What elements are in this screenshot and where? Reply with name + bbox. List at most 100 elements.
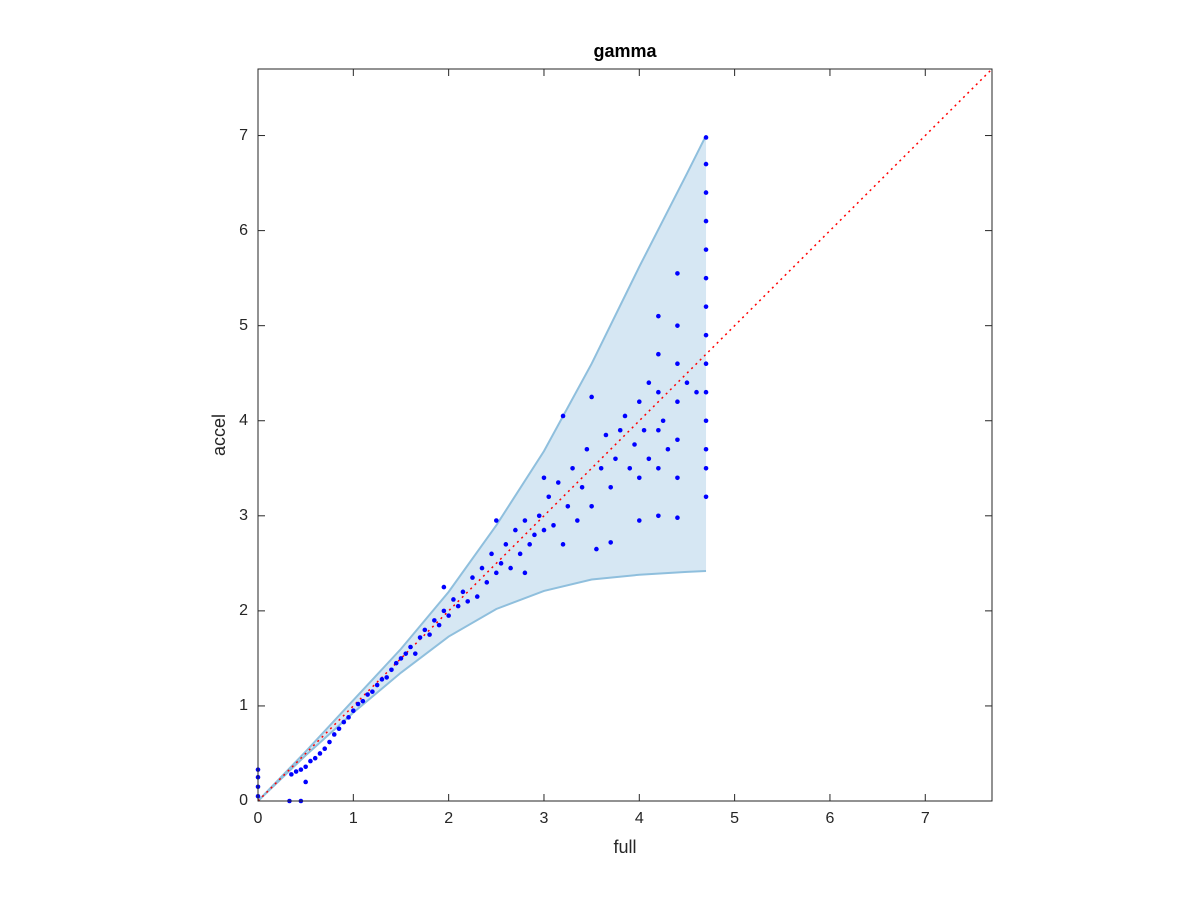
point [589, 394, 594, 400]
point [370, 689, 375, 694]
band-area [258, 135, 707, 801]
x-tick-label: 5 [730, 810, 739, 827]
point [594, 546, 599, 552]
point [675, 323, 680, 328]
chart-title: gamma [593, 41, 657, 61]
point [489, 551, 494, 557]
point [351, 708, 356, 713]
point [636, 399, 642, 405]
point [408, 644, 413, 650]
point [341, 719, 347, 725]
point [346, 715, 351, 720]
point [455, 603, 461, 609]
point [703, 190, 709, 195]
point [503, 542, 509, 547]
point [522, 518, 528, 523]
point [560, 542, 566, 547]
point [703, 304, 709, 309]
point [555, 480, 561, 485]
point [622, 413, 628, 419]
point [641, 427, 647, 433]
point [694, 389, 699, 395]
point [703, 446, 709, 452]
point [636, 518, 642, 523]
point [398, 656, 404, 661]
x-axis-label: full [613, 837, 636, 857]
point [317, 751, 323, 756]
point [303, 764, 308, 770]
point [441, 608, 447, 614]
point [703, 247, 709, 252]
point [646, 380, 652, 386]
point [436, 622, 442, 628]
point [703, 494, 709, 500]
point [575, 518, 580, 523]
band-lower [257, 569, 707, 802]
point [484, 580, 490, 585]
point [384, 675, 389, 680]
y-tick-label: 7 [239, 127, 248, 144]
point [546, 494, 552, 500]
x-tick-label: 6 [825, 810, 834, 827]
point [675, 361, 680, 367]
point [565, 503, 571, 509]
point [427, 632, 432, 637]
point [632, 442, 637, 447]
point [613, 456, 618, 462]
point [465, 599, 471, 604]
point [432, 618, 437, 623]
point [703, 465, 709, 471]
y-tick-label: 5 [239, 317, 248, 334]
x-tick-label: 4 [635, 810, 644, 827]
point [417, 635, 423, 640]
point [656, 427, 661, 433]
axes-box [257, 68, 993, 802]
point [703, 161, 709, 167]
point [536, 513, 542, 519]
point [412, 651, 418, 656]
point [656, 389, 661, 395]
x-tick-label: 3 [540, 810, 549, 827]
point [608, 484, 614, 490]
point [589, 503, 594, 509]
point [579, 484, 585, 490]
y-axis-label: accel [209, 414, 229, 456]
point [322, 746, 328, 752]
point [703, 135, 709, 140]
point [656, 513, 661, 519]
point [498, 561, 504, 566]
point [703, 361, 709, 367]
point [656, 351, 661, 357]
point [298, 767, 304, 772]
point [703, 275, 709, 281]
x-tick-label: 0 [254, 810, 263, 827]
x-tick-label: 2 [444, 810, 453, 827]
point [355, 701, 361, 707]
point [403, 651, 409, 656]
point [308, 758, 313, 764]
point [541, 527, 547, 533]
point [422, 627, 428, 633]
point [379, 677, 385, 682]
point [470, 575, 475, 580]
point [665, 446, 671, 452]
point [336, 726, 342, 732]
point [608, 540, 614, 545]
point [551, 523, 556, 528]
point [460, 589, 466, 595]
x-tick-label: 7 [921, 810, 930, 827]
y-tick-label: 3 [239, 507, 248, 524]
point [451, 597, 456, 602]
point [532, 532, 537, 538]
point [541, 475, 547, 481]
point [627, 465, 633, 471]
point [675, 271, 680, 276]
point [636, 475, 642, 481]
point [617, 427, 623, 433]
point [646, 456, 652, 462]
point [703, 332, 709, 338]
x-tick-label: 1 [349, 810, 358, 827]
point [513, 527, 518, 533]
point [327, 739, 332, 745]
